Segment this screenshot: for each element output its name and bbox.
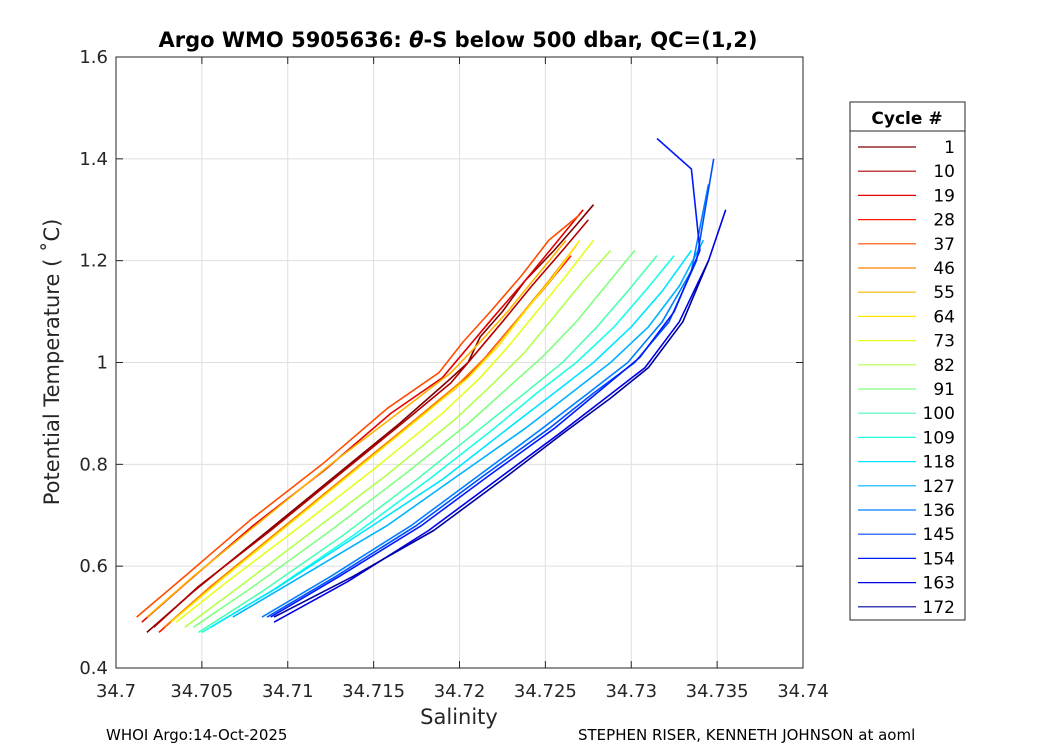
series-line-19 <box>273 209 727 623</box>
legend-label: 46 <box>933 259 955 279</box>
legend-label: 73 <box>933 332 955 352</box>
series-line-18 <box>270 137 701 618</box>
series-line-2 <box>153 219 589 628</box>
legend-label: 10 <box>933 162 955 182</box>
legend-label: 19 <box>933 186 955 206</box>
footer-right: STEPHEN RISER, KENNETH JOHNSON at aoml <box>578 726 916 744</box>
legend-label: 145 <box>923 525 955 545</box>
series-line-14 <box>210 250 693 628</box>
series-line-15 <box>232 239 705 618</box>
x-tick-label: 34.725 <box>514 681 577 702</box>
plot-series <box>136 137 727 634</box>
y-tick-label: 1.4 <box>79 149 108 170</box>
x-tick-label: 34.7 <box>96 681 136 702</box>
legend-label: 163 <box>923 574 955 594</box>
axis-ticks: 34.7 34.705 34.71 34.715 34.72 34.725 34.73 34.… <box>79 47 828 702</box>
y-tick-label: 1.6 <box>79 47 108 68</box>
series-line-7 <box>146 239 567 618</box>
x-tick-label: 34.72 <box>434 681 486 702</box>
series-line-11 <box>192 249 636 628</box>
grid-lines <box>115 56 804 669</box>
series-line-8 <box>170 239 581 623</box>
x-tick-label: 34.71 <box>262 681 314 702</box>
x-tick-label: 34.715 <box>342 681 405 702</box>
series-line-13 <box>201 255 675 634</box>
chart-title: Argo WMO 5905636: θ-S below 500 dbar, QC… <box>158 28 757 52</box>
legend: Cycle # 1 10 19 28 37 46 55 64 73 82 91 100 109 118 12… <box>849 101 966 621</box>
legend-label: 100 <box>923 404 955 424</box>
legend-title: Cycle # <box>871 109 942 129</box>
legend-label: 172 <box>923 598 955 618</box>
x-tick-label: 34.74 <box>777 681 829 702</box>
legend-label: 118 <box>923 453 955 473</box>
legend-label: 64 <box>933 307 955 327</box>
legend-label: 127 <box>923 477 955 497</box>
legend-label: 55 <box>933 283 955 303</box>
legend-label: 1 <box>944 138 955 158</box>
legend-label: 91 <box>933 380 955 400</box>
y-tick-label: 0.8 <box>79 454 108 475</box>
series-line-5 <box>136 214 581 618</box>
legend-label: 28 <box>933 211 955 231</box>
x-tick-label: 34.705 <box>170 681 233 702</box>
y-tick-label: 0.4 <box>79 658 108 679</box>
legend-label: 82 <box>933 356 955 376</box>
series-line-16 <box>261 184 710 618</box>
legend-label: 37 <box>933 235 955 255</box>
legend-label: 136 <box>923 501 955 521</box>
x-tick-label: 34.73 <box>605 681 657 702</box>
y-axis-title: Potential Temperature ( ˚C) <box>40 219 64 506</box>
footer-left: WHOI Argo:14-Oct-2025 <box>106 726 288 744</box>
series-line-4 <box>158 255 572 634</box>
x-tick-label: 34.735 <box>686 681 749 702</box>
y-tick-label: 1.2 <box>79 251 108 272</box>
series-line-20 <box>273 260 710 618</box>
x-axis-title: Salinity <box>420 705 498 729</box>
y-tick-label: 0.6 <box>79 556 108 577</box>
series-line-9 <box>175 239 595 623</box>
legend-label: 109 <box>923 428 955 448</box>
legend-label: 154 <box>923 549 955 569</box>
y-tick-label: 1 <box>97 353 108 374</box>
series-line-12 <box>197 255 658 634</box>
series-line-10 <box>184 249 612 628</box>
